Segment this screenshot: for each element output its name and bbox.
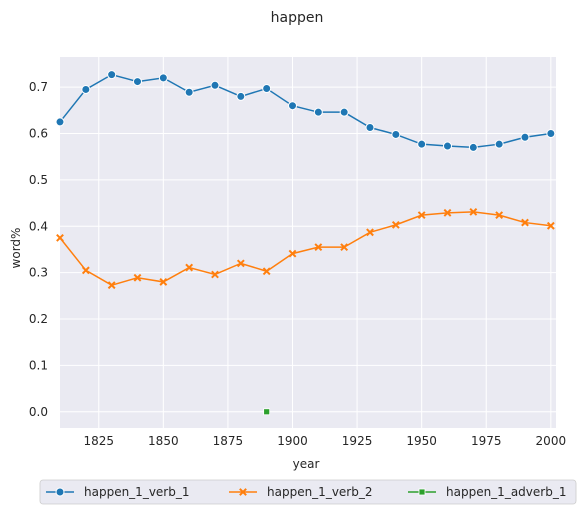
series-happen_1_verb_1 [55,70,556,152]
data-point [158,73,168,83]
data-point [107,70,117,80]
legend-marker [55,487,65,497]
x-tick-label: 1975 [471,434,502,448]
data-point [236,259,245,268]
x-tick-label: 1950 [406,434,437,448]
data-point [56,233,64,242]
data-point [521,218,529,227]
data-point [313,107,323,117]
legend-item: happen_1_verb_2 [229,485,373,499]
x-tick-label: 1925 [342,434,373,448]
y-tick-label: 0.0 [29,405,48,419]
data-point [340,243,349,252]
series-happen_1_verb_2 [56,207,555,290]
data-point [443,208,452,217]
data-point [417,211,426,220]
legend-marker [418,488,426,496]
data-point [468,142,478,152]
series-layer [55,70,556,416]
y-tick-label: 0.1 [29,358,48,372]
data-point [391,129,401,139]
data-point [81,266,90,275]
y-tick-label: 0.2 [29,312,48,326]
chart-title: happen [271,10,324,26]
series-happen_1_adverb_1 [263,408,271,416]
data-point [262,267,271,276]
data-point [133,77,142,87]
data-point [469,207,478,216]
x-tick-label: 1900 [277,434,308,448]
data-point [339,107,349,117]
data-point [365,122,375,132]
data-point [159,278,168,286]
plot-area [60,57,556,428]
y-tick-label: 0.6 [29,127,48,141]
data-point [288,101,297,111]
data-point [417,139,427,149]
data-point [262,84,272,94]
x-tick-label: 2000 [536,434,567,448]
data-point [495,211,504,220]
x-tick-label: 1825 [83,434,114,448]
y-tick-label: 0.4 [29,219,48,233]
data-point [185,263,194,272]
y-tick-label: 0.5 [29,173,48,187]
legend: happen_1_verb_1 happen_1_verb_2 happen_1_a… [39,479,577,505]
data-point [263,408,271,416]
data-point [520,132,530,142]
x-axis-ticks: 1825 1850 1875 1900 1925 1950 1975 2000 [83,434,566,448]
data-point [81,84,91,94]
data-point [107,281,116,290]
data-point [236,91,246,101]
data-point [391,220,400,229]
data-point [133,273,142,282]
data-point [366,228,374,237]
legend-label: happen_1_verb_2 [267,485,373,499]
x-axis-label: year [293,457,320,471]
y-axis-ticks: 0.0 0.1 0.2 0.3 0.4 0.5 0.6 0.7 [29,80,48,419]
data-point [546,221,555,230]
legend-item: happen_1_adverb_1 [408,485,566,499]
data-point [314,243,323,252]
legend-label: happen_1_adverb_1 [446,485,566,499]
y-axis-label: word% [9,228,23,269]
data-point [546,129,556,139]
data-point [443,141,452,151]
x-tick-label: 1850 [148,434,179,448]
data-point [288,249,297,258]
legend-label: happen_1_verb_1 [84,485,190,499]
data-point [494,139,504,149]
legend-marker [239,488,247,496]
data-point [210,80,220,90]
data-point [211,270,219,279]
x-tick-label: 1875 [213,434,244,448]
y-tick-label: 0.3 [29,266,48,280]
series-line [59,211,551,286]
data-point [184,87,194,97]
gridlines [60,57,556,428]
y-tick-label: 0.7 [29,80,48,94]
legend-box [39,479,577,505]
data-point [55,117,65,127]
legend-item: happen_1_verb_1 [46,485,190,499]
